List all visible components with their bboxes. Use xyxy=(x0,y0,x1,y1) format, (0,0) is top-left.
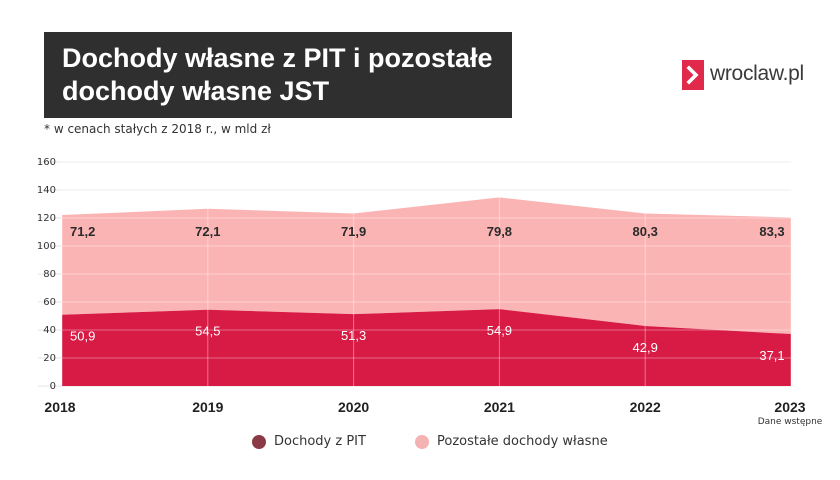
data-label-pozostale: 79,8 xyxy=(487,224,512,239)
data-label-pozostale: 80,3 xyxy=(633,224,658,239)
data-label-pit: 54,5 xyxy=(195,324,220,339)
area-pozostale-dochody xyxy=(62,197,791,335)
area-dochody-z-pit xyxy=(62,309,791,386)
y-tick-label: 140 xyxy=(37,185,56,196)
data-label-pozostale: 71,2 xyxy=(70,224,95,239)
legend-label-other: Pozostałe dochody własne xyxy=(437,434,608,449)
y-tick-label: 40 xyxy=(43,325,56,336)
x-note-label: Dane wstępne xyxy=(758,417,823,427)
x-tick-label: 2019 xyxy=(192,399,223,415)
data-label-pit: 37,1 xyxy=(759,348,784,363)
chart-title-line-1: Dochody własne z PIT i pozostałe xyxy=(62,43,493,73)
y-tick-label: 100 xyxy=(37,241,56,252)
y-tick-label: 20 xyxy=(43,353,56,364)
x-tick-label: 2022 xyxy=(630,399,661,415)
legend-label-pit: Dochody z PIT xyxy=(274,434,366,449)
legend-swatch-other xyxy=(415,435,429,449)
chevron-right-icon xyxy=(682,60,704,90)
x-tick-label: 2023 xyxy=(774,399,805,415)
data-label-pit: 54,9 xyxy=(487,323,512,338)
data-label-pozostale: 72,1 xyxy=(195,224,220,239)
data-label-pozostale: 71,9 xyxy=(341,224,366,239)
chart-title-line-2: dochody własne JST xyxy=(62,76,330,106)
x-tick-label: 2018 xyxy=(44,399,75,415)
title-box: Dochody własne z PIT i pozostałe dochody… xyxy=(44,32,512,118)
chart-subtitle: * w cenach stałych z 2018 r., w mld zł xyxy=(44,122,271,136)
y-tick-label: 120 xyxy=(37,213,56,224)
x-tick-label: 2021 xyxy=(484,399,515,415)
y-tick-label: 80 xyxy=(43,269,56,280)
data-label-pit: 51,3 xyxy=(341,328,366,343)
data-label-pit: 50,9 xyxy=(70,329,95,344)
data-label-pozostale: 83,3 xyxy=(759,224,784,239)
x-tick-label: 2020 xyxy=(338,399,369,415)
y-tick-label: 160 xyxy=(37,157,56,168)
data-label-pit: 42,9 xyxy=(633,340,658,355)
legend-swatch-pit xyxy=(252,435,266,449)
logo-text: wroclaw.pl xyxy=(710,62,804,85)
y-tick-label: 0 xyxy=(50,381,56,392)
y-tick-label: 60 xyxy=(43,297,56,308)
